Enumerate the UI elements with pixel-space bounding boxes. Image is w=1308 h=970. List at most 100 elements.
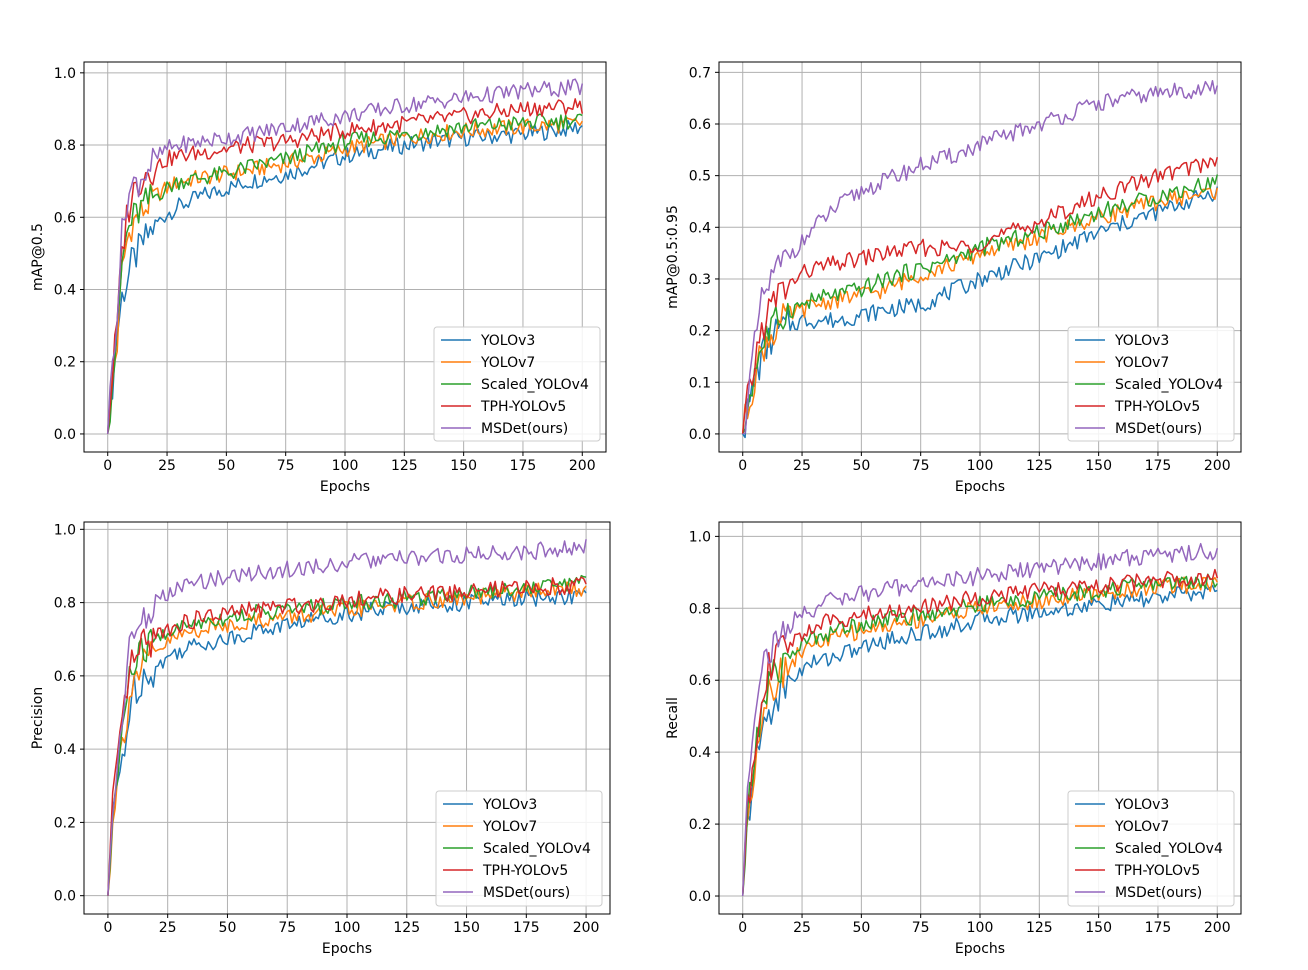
y-axis-label: mAP@0.5:0.95 bbox=[665, 205, 681, 309]
series-line-tph-yolov5 bbox=[107, 576, 587, 896]
x-tick-label: 150 bbox=[453, 920, 480, 936]
legend-label: MSDet(ours) bbox=[1115, 885, 1202, 901]
y-tick-label: 0.5 bbox=[689, 169, 711, 185]
y-tick-label: 0.0 bbox=[54, 427, 76, 443]
subplot-recall: 0 25 50 75 100 125 150 175 200 0.0 0.2 0.4 0.6 0.8 1.0… bbox=[665, 521, 1242, 957]
x-tick-label: 150 bbox=[1085, 920, 1112, 936]
x-tick-label: 100 bbox=[332, 458, 359, 474]
legend-label: YOLOv7 bbox=[482, 819, 537, 835]
legend-label: TPH-YOLOv5 bbox=[482, 863, 568, 879]
y-tick-label: 0.2 bbox=[689, 324, 711, 340]
x-tick-label: 125 bbox=[391, 458, 418, 474]
legend-label: YOLOv7 bbox=[1114, 819, 1169, 835]
series-line-yolov7 bbox=[741, 576, 1218, 897]
y-tick-label: 0.6 bbox=[54, 669, 76, 685]
x-tick-label: 0 bbox=[738, 458, 747, 474]
x-tick-label: 100 bbox=[967, 920, 994, 936]
y-tick-label: 0.4 bbox=[54, 283, 76, 299]
legend-label: Scaled_YOLOv4 bbox=[481, 377, 589, 393]
x-tick-label: 0 bbox=[103, 920, 112, 936]
series-line-scaled-yolov4 bbox=[741, 573, 1218, 897]
y-tick-label: 0.6 bbox=[54, 210, 76, 226]
legend-box bbox=[1067, 326, 1235, 442]
x-tick-label: 25 bbox=[159, 920, 177, 936]
y-tick-label: 0.0 bbox=[54, 889, 76, 905]
y-tick-label: 0.6 bbox=[689, 673, 711, 689]
y-tick-label: 0.3 bbox=[689, 272, 711, 288]
series-line-msdet-ours- bbox=[107, 539, 587, 896]
y-axis-label: Precision bbox=[30, 687, 46, 749]
legend-label: YOLOv3 bbox=[482, 797, 537, 813]
x-tick-label: 50 bbox=[852, 920, 870, 936]
plot-frame bbox=[718, 61, 1242, 453]
series-line-tph-yolov5 bbox=[741, 568, 1219, 897]
legend-label: TPH-YOLOv5 bbox=[1114, 863, 1200, 879]
y-tick-label: 0.7 bbox=[689, 65, 711, 81]
legend-box bbox=[433, 326, 601, 442]
x-tick-label: 200 bbox=[569, 458, 596, 474]
y-tick-label: 0.2 bbox=[54, 355, 76, 371]
legend-label: YOLOv3 bbox=[1114, 797, 1169, 813]
legend-label: YOLOv7 bbox=[1114, 355, 1169, 371]
y-axis-label: mAP@0.5 bbox=[30, 223, 46, 291]
series-line-yolov7 bbox=[107, 580, 587, 896]
x-tick-label: 125 bbox=[393, 920, 420, 936]
y-tick-label: 0.6 bbox=[689, 117, 711, 133]
legend-label: Scaled_YOLOv4 bbox=[483, 841, 591, 857]
series-line-yolov3 bbox=[741, 584, 1218, 897]
x-tick-label: 75 bbox=[912, 458, 930, 474]
x-axis-label: Epochs bbox=[955, 941, 1005, 957]
y-tick-label: 0.0 bbox=[689, 427, 711, 443]
x-axis-label: Epochs bbox=[322, 941, 372, 957]
x-tick-label: 175 bbox=[510, 458, 537, 474]
plot-frame bbox=[718, 521, 1242, 915]
legend-label: TPH-YOLOv5 bbox=[1114, 399, 1200, 415]
x-tick-label: 175 bbox=[513, 920, 540, 936]
subplot-precision: 0 25 50 75 100 125 150 175 200 0.0 0.2 0.4 0.6 0.8 1.0… bbox=[30, 521, 611, 957]
x-tick-label: 75 bbox=[912, 920, 930, 936]
legend-label: YOLOv3 bbox=[1114, 333, 1169, 349]
plot-frame bbox=[83, 521, 611, 915]
legend-label: MSDet(ours) bbox=[483, 885, 570, 901]
series-line-msdet-ours- bbox=[742, 79, 1219, 435]
legend-label: MSDet(ours) bbox=[481, 421, 568, 437]
series-line-msdet-ours- bbox=[106, 78, 584, 434]
series-line-scaled-yolov4 bbox=[106, 113, 583, 435]
y-tick-label: 1.0 bbox=[54, 522, 76, 538]
series-line-msdet-ours- bbox=[741, 542, 1219, 897]
y-tick-label: 1.0 bbox=[689, 529, 711, 545]
x-tick-label: 0 bbox=[738, 920, 747, 936]
legend-label: YOLOv7 bbox=[480, 355, 535, 371]
x-tick-label: 175 bbox=[1145, 458, 1172, 474]
series-line-tph-yolov5 bbox=[741, 157, 1219, 434]
x-tick-label: 50 bbox=[852, 458, 870, 474]
legend-label: YOLOv3 bbox=[480, 333, 535, 349]
y-tick-label: 0.0 bbox=[689, 889, 711, 905]
legend-label: Scaled_YOLOv4 bbox=[1115, 841, 1223, 857]
x-tick-label: 25 bbox=[793, 920, 811, 936]
x-tick-label: 0 bbox=[103, 458, 112, 474]
x-tick-label: 50 bbox=[219, 920, 237, 936]
legend-label: Scaled_YOLOv4 bbox=[1115, 377, 1223, 393]
legend-label: TPH-YOLOv5 bbox=[480, 399, 566, 415]
x-tick-label: 150 bbox=[1085, 458, 1112, 474]
legend-box bbox=[1067, 790, 1235, 907]
x-tick-label: 50 bbox=[217, 458, 235, 474]
plot-frame bbox=[83, 61, 607, 453]
y-tick-label: 0.1 bbox=[689, 375, 711, 391]
legend-label: MSDet(ours) bbox=[1115, 421, 1202, 437]
x-tick-label: 75 bbox=[278, 920, 296, 936]
y-tick-label: 0.4 bbox=[689, 220, 711, 236]
x-tick-label: 150 bbox=[450, 458, 477, 474]
x-tick-label: 25 bbox=[158, 458, 176, 474]
x-tick-label: 100 bbox=[334, 920, 361, 936]
x-tick-label: 200 bbox=[1204, 458, 1231, 474]
subplot-map50: 0 25 50 75 100 125 150 175 200 0.0 0.2 0.4 0.6 0.8 1.0… bbox=[30, 61, 607, 495]
x-tick-label: 200 bbox=[1204, 920, 1231, 936]
series-line-yolov3 bbox=[742, 186, 1219, 439]
x-axis-label: Epochs bbox=[955, 479, 1005, 495]
y-tick-label: 0.4 bbox=[689, 745, 711, 761]
legend-box bbox=[435, 790, 603, 907]
series-line-yolov3 bbox=[106, 119, 583, 434]
